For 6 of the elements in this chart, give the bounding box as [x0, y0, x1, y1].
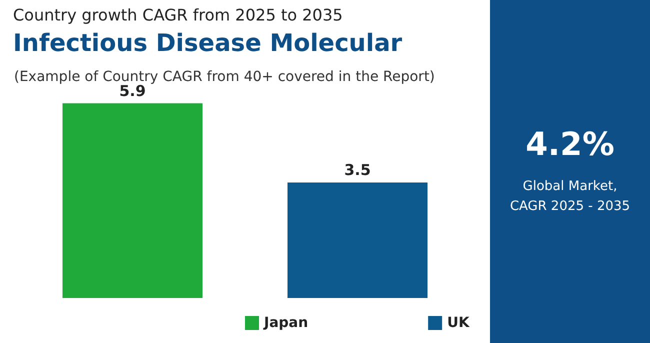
- chart-title: Country growth CAGR from 2025 to 2035: [13, 6, 343, 24]
- data-label: 3.5: [344, 161, 371, 179]
- chart-subtitle: Infectious Disease Molecular: [13, 29, 402, 57]
- info-panel: 4.2% Global Market, CAGR 2025 - 2035: [490, 0, 650, 343]
- legend-label: UK: [447, 315, 470, 331]
- legend-label: Japan: [263, 315, 308, 331]
